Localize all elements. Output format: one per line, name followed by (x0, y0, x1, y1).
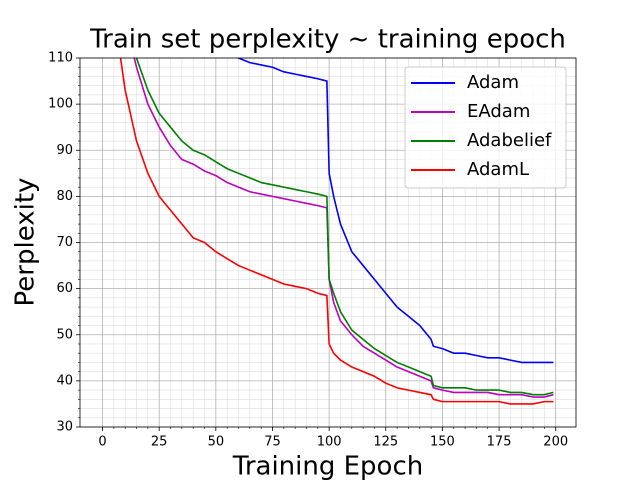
x-tick-label: 200 (543, 435, 568, 450)
plot-lines (119, 58, 554, 405)
x-tick-label: 50 (208, 435, 225, 450)
chart-title: Train set perplexity ~ training epoch (89, 25, 566, 55)
data-line (135, 58, 554, 396)
x-tick-label: 75 (264, 435, 281, 450)
y-axis-label: Perplexity (11, 178, 41, 307)
y-tick-label: 70 (56, 235, 73, 250)
legend-label: EAdam (467, 101, 530, 122)
legend-label: AdamL (467, 159, 529, 180)
x-tick-label: 175 (487, 435, 512, 450)
legend-label: Adabelief (467, 130, 552, 151)
y-tick-label: 40 (56, 373, 73, 388)
y-tick-label: 60 (56, 281, 73, 296)
x-axis-label: Training Epoch (232, 452, 423, 480)
x-tick-label: 0 (98, 435, 106, 450)
data-line (119, 58, 554, 405)
y-tick-label: 80 (56, 189, 73, 204)
y-tick-label: 100 (48, 97, 73, 112)
x-tick-label: 100 (317, 435, 342, 450)
legend: Adam EAdam Adabelief AdamL (404, 66, 567, 189)
y-tick-label: 30 (56, 420, 73, 435)
data-line (236, 58, 554, 364)
grid (80, 57, 576, 428)
y-tick-label: 110 (48, 51, 73, 66)
legend-box (404, 66, 567, 189)
y-tick-label: 90 (56, 143, 73, 158)
x-tick-label: 150 (430, 435, 455, 450)
y-tick-label: 50 (56, 327, 73, 342)
x-tick-label: 125 (373, 435, 398, 450)
data-line (133, 58, 554, 398)
plot-frame (79, 57, 577, 428)
x-tick-label: 25 (151, 435, 168, 450)
legend-label: Adam (467, 72, 519, 93)
